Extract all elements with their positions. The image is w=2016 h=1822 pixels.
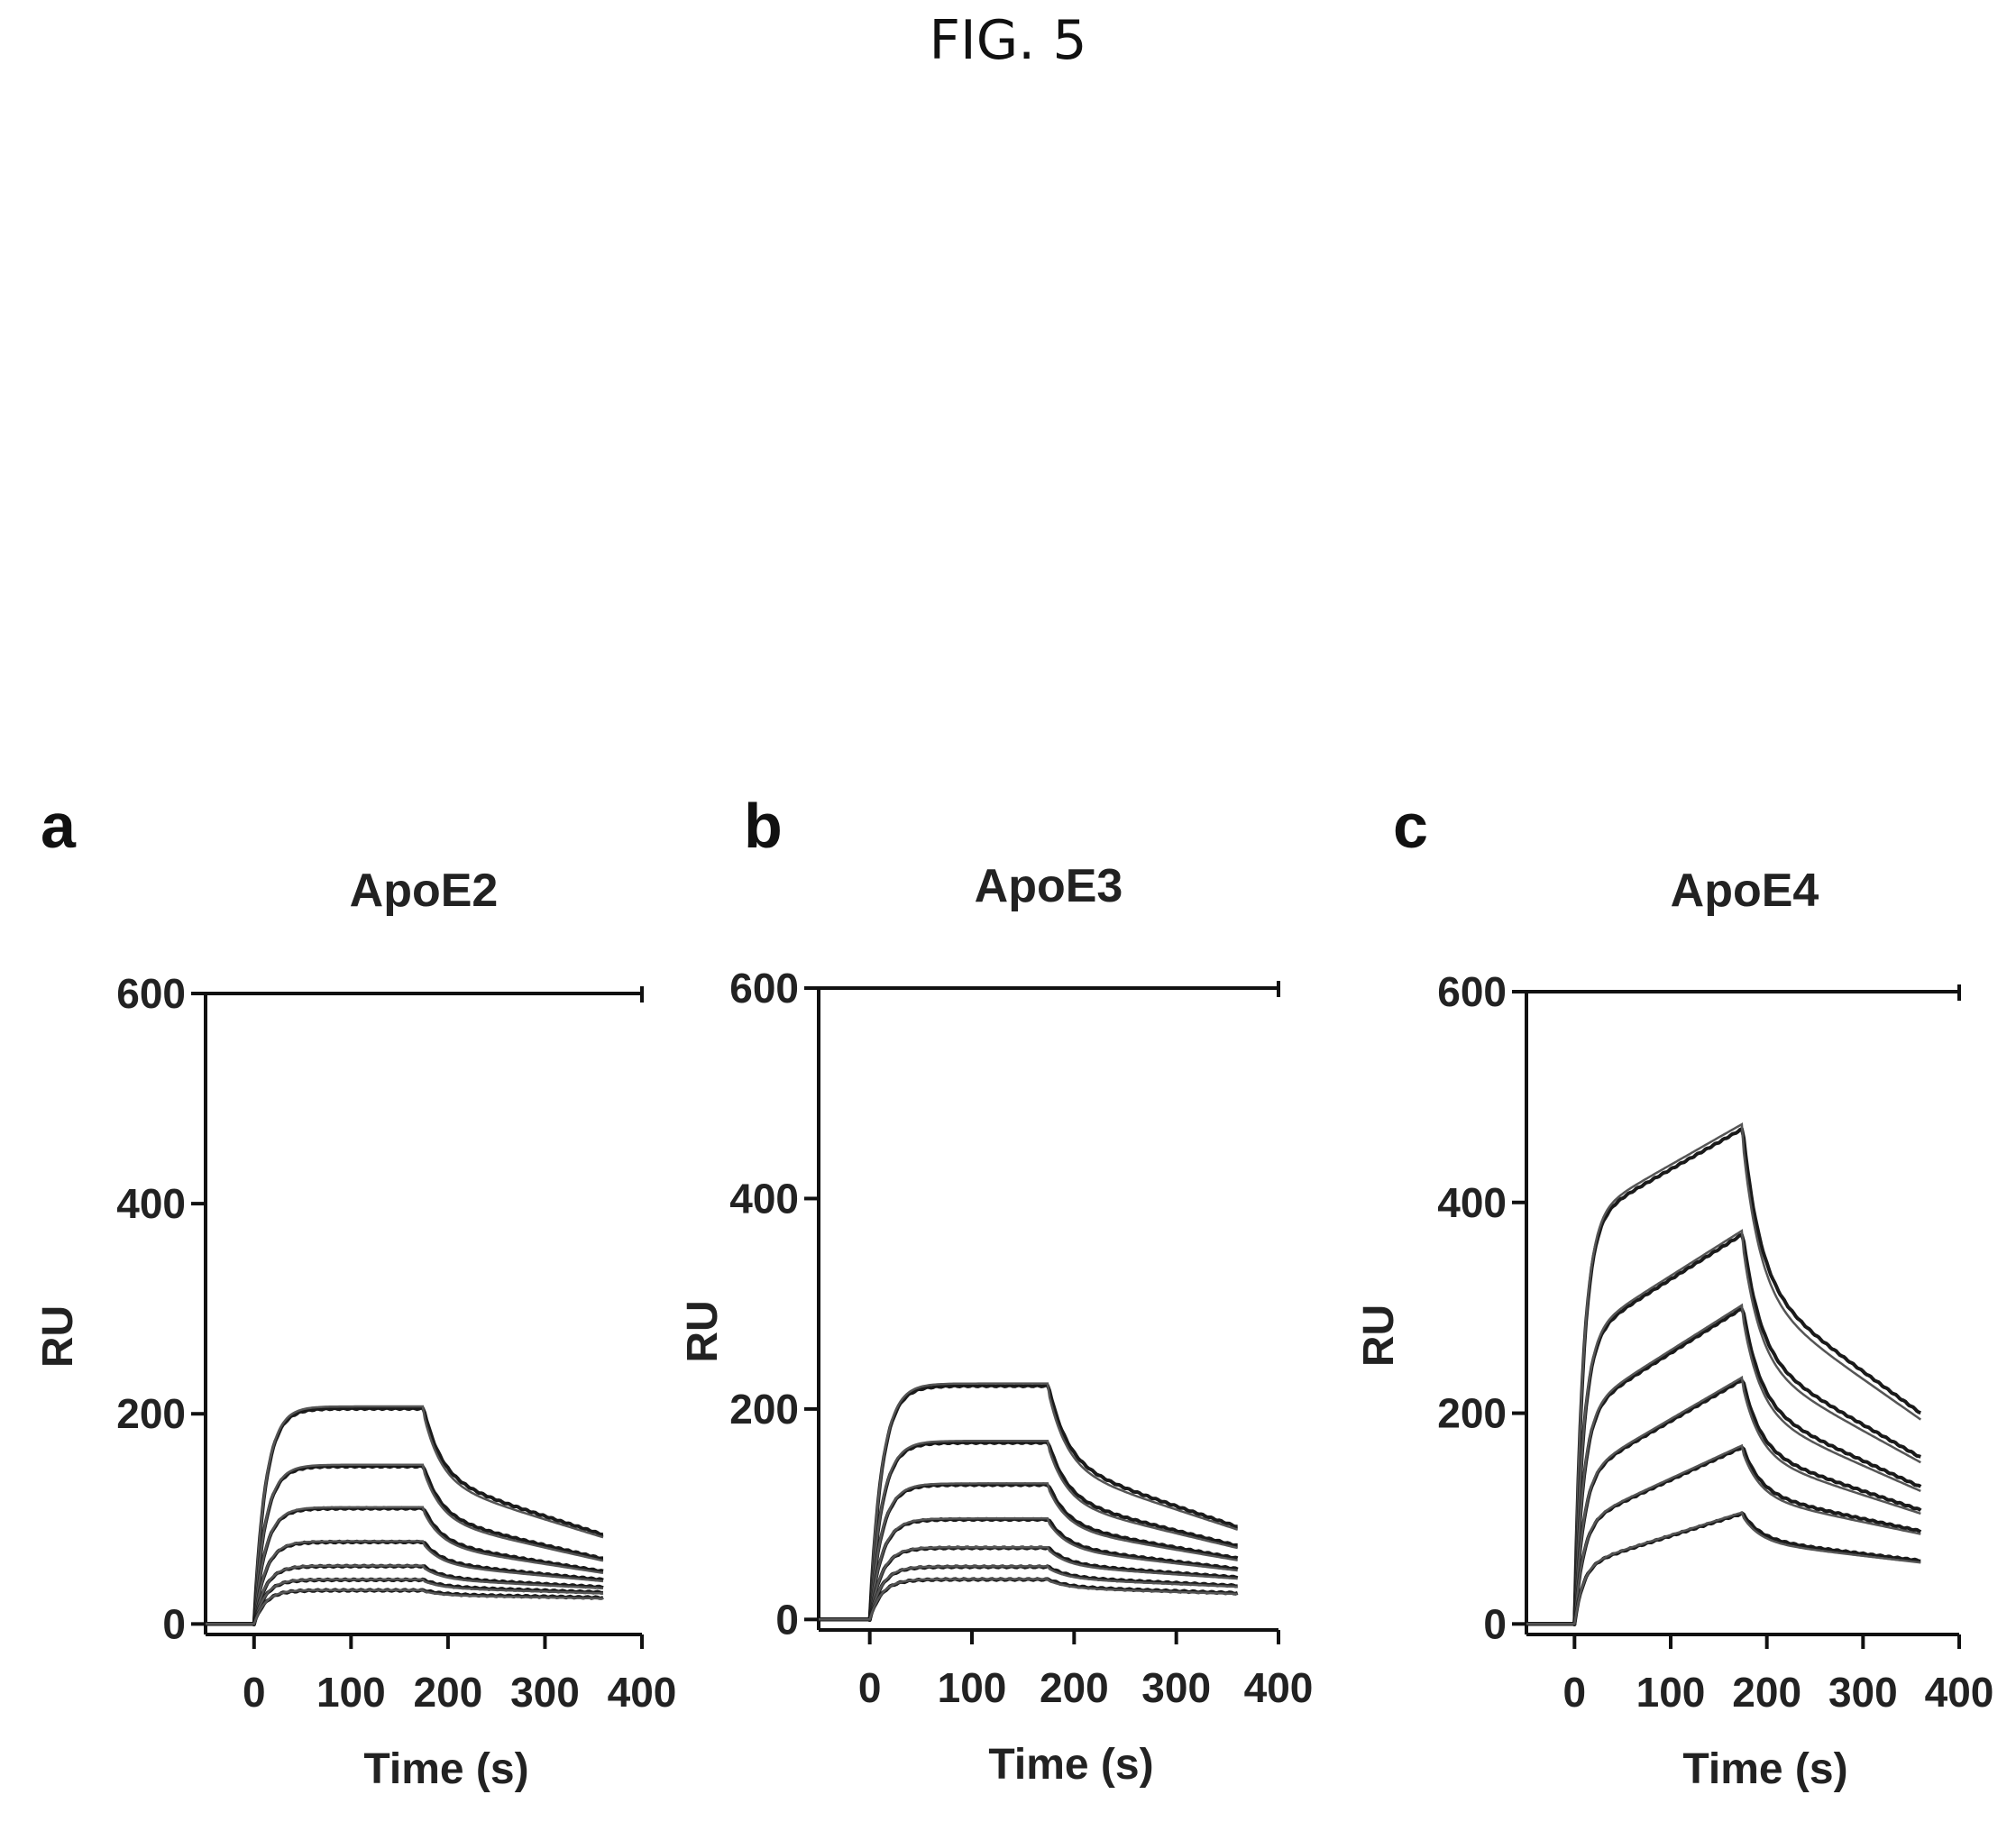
- sensorgram-curve: [1526, 1511, 1921, 1626]
- fit-curve: [819, 1517, 1238, 1621]
- y-tick-label: 600: [729, 965, 799, 1012]
- y-tick-label: 0: [162, 1600, 186, 1647]
- x-tick-label: 0: [243, 1669, 266, 1716]
- x-tick-label: 100: [1636, 1669, 1706, 1716]
- fit-curve: [1526, 1303, 1921, 1625]
- x-tick-label: 200: [1040, 1664, 1109, 1711]
- y-tick-label: 200: [1437, 1390, 1507, 1437]
- fit-curve: [206, 1506, 604, 1625]
- fit-curve: [206, 1578, 603, 1625]
- x-tick-label: 100: [316, 1669, 386, 1716]
- y-tick-label: 200: [729, 1386, 799, 1433]
- chart-panel-c: c ApoE4 0 200 400 600 0 100 200 300 400 Time (s) RU: [1355, 791, 1993, 1793]
- chart-panel-a: a ApoE2 0 200 400 600 0 100 200 300 400 Time (s) RU: [34, 791, 676, 1793]
- fit-curve: [819, 1440, 1239, 1621]
- fit-curve: [819, 1545, 1238, 1621]
- y-tick-label: 400: [1437, 1179, 1507, 1226]
- x-tick-label: 200: [1732, 1669, 1801, 1716]
- y-tick-label: 600: [1437, 968, 1507, 1015]
- fit-curve: [1526, 1122, 1922, 1625]
- x-tick-label: 300: [510, 1669, 580, 1716]
- figure-title: FIG. 5: [929, 9, 1087, 72]
- y-tick-label: 0: [775, 1596, 799, 1643]
- panel-letter: c: [1393, 791, 1428, 861]
- y-tick-label: 600: [116, 970, 186, 1017]
- fit-curve: [206, 1540, 604, 1625]
- fit-curve: [206, 1589, 604, 1625]
- panel-title: ApoE3: [975, 860, 1123, 912]
- y-axis-label: RU: [679, 1300, 727, 1362]
- y-tick-label: 400: [729, 1175, 799, 1222]
- fit-curve: [1526, 1511, 1921, 1625]
- x-tick-label: 0: [858, 1664, 882, 1711]
- fit-curve: [819, 1382, 1239, 1621]
- x-tick-label: 200: [414, 1669, 483, 1716]
- fit-curve: [1526, 1443, 1921, 1625]
- y-axis-label: RU: [1355, 1305, 1403, 1367]
- fit-curve: [819, 1578, 1238, 1621]
- fit-curve: [1526, 1229, 1921, 1625]
- x-tick-label: 300: [1141, 1664, 1211, 1711]
- panel-letter: b: [744, 791, 783, 861]
- x-axis-label: Time (s): [363, 1745, 528, 1793]
- panel-letter: a: [41, 791, 77, 861]
- x-tick-label: 400: [1244, 1664, 1314, 1711]
- y-tick-label: 400: [116, 1180, 186, 1227]
- y-tick-label: 0: [1483, 1600, 1507, 1647]
- x-tick-label: 400: [608, 1669, 677, 1716]
- x-tick-label: 100: [938, 1664, 1007, 1711]
- fit-curve: [206, 1463, 604, 1625]
- x-tick-label: 400: [1925, 1669, 1994, 1716]
- fit-curve: [1526, 1375, 1921, 1625]
- fit-curve: [206, 1405, 604, 1625]
- fit-curve: [819, 1482, 1238, 1621]
- y-tick-label: 200: [116, 1390, 186, 1437]
- fit-curve: [819, 1565, 1238, 1621]
- x-tick-label: 0: [1563, 1669, 1587, 1716]
- x-axis-label: Time (s): [1682, 1745, 1847, 1793]
- x-tick-label: 300: [1828, 1669, 1898, 1716]
- fit-curve: [206, 1564, 604, 1625]
- panel-title: ApoE2: [350, 865, 499, 917]
- chart-panel-b: b ApoE3 0 200 400 600 0 100 200 300 400 Time (s) RU: [679, 791, 1313, 1789]
- y-axis-label: RU: [34, 1305, 82, 1368]
- panel-title: ApoE4: [1671, 865, 1819, 917]
- x-axis-label: Time (s): [988, 1741, 1153, 1789]
